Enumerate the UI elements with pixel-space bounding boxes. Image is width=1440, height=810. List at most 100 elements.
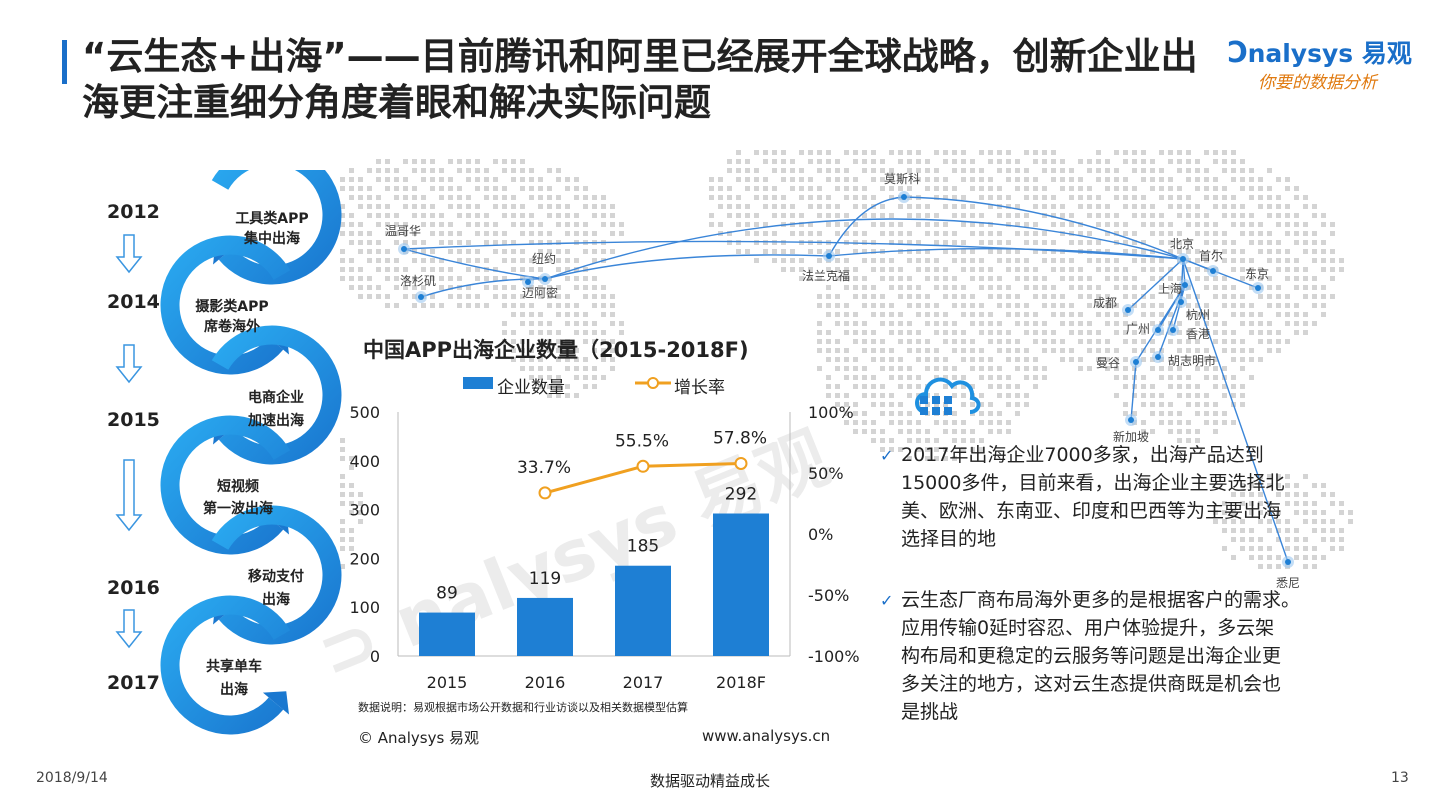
- map-dot: [754, 231, 759, 236]
- map-dot: [556, 393, 561, 398]
- map-dot: [1186, 240, 1191, 245]
- map-dot: [979, 177, 984, 182]
- map-dot: [781, 159, 786, 164]
- map-dot: [619, 330, 624, 335]
- map-dot: [1159, 375, 1164, 380]
- map-dot: [1240, 213, 1245, 218]
- map-dot: [511, 348, 516, 353]
- map-dot: [1231, 267, 1236, 272]
- map-dot: [817, 249, 822, 254]
- map-dot: [961, 420, 966, 425]
- map-dot: [592, 348, 597, 353]
- city-label: 首尔: [1199, 249, 1224, 263]
- map-dot: [1303, 546, 1308, 551]
- map-dot: [1294, 546, 1299, 551]
- map-dot: [511, 303, 516, 308]
- map-dot: [1303, 222, 1308, 227]
- map-dot: [1249, 312, 1254, 317]
- map-dot: [367, 258, 372, 263]
- map-dot: [493, 240, 498, 245]
- route-line: [544, 254, 830, 280]
- map-dot: [1123, 249, 1128, 254]
- map-dot: [493, 222, 498, 227]
- map-dot: [1024, 393, 1029, 398]
- map-dot: [736, 195, 741, 200]
- map-dot: [592, 330, 597, 335]
- map-dot: [853, 186, 858, 191]
- map-dot: [412, 213, 417, 218]
- map-dot: [961, 294, 966, 299]
- map-dot: [1186, 168, 1191, 173]
- map-dot: [1024, 402, 1029, 407]
- map-dot: [1123, 240, 1128, 245]
- map-dot: [1141, 222, 1146, 227]
- map-dot: [1267, 501, 1272, 506]
- map-dot: [898, 267, 903, 272]
- map-dot: [853, 177, 858, 182]
- map-dot: [1132, 195, 1137, 200]
- map-dot: [898, 321, 903, 326]
- map-dot: [358, 249, 363, 254]
- map-dot: [727, 213, 732, 218]
- map-dot: [988, 195, 993, 200]
- map-dot: [727, 204, 732, 209]
- map-dot: [961, 438, 966, 443]
- map-dot: [1276, 492, 1281, 497]
- map-dot: [475, 249, 480, 254]
- map-dot: [1222, 366, 1227, 371]
- map-dot: [583, 375, 588, 380]
- bar-value-label: 89: [436, 584, 458, 604]
- map-dot: [1024, 312, 1029, 317]
- map-dot: [475, 168, 480, 173]
- map-dot: [1285, 483, 1290, 488]
- map-dot: [439, 195, 444, 200]
- map-dot: [511, 249, 516, 254]
- map-dot: [979, 321, 984, 326]
- map-dot: [1006, 312, 1011, 317]
- map-dot: [1222, 150, 1227, 155]
- map-dot: [565, 213, 570, 218]
- process-arc: [160, 595, 291, 735]
- map-dot: [871, 384, 876, 389]
- map-dot: [1186, 438, 1191, 443]
- map-dot: [340, 231, 345, 236]
- map-dot: [943, 177, 948, 182]
- map-dot: [520, 321, 525, 326]
- map-dot: [1132, 231, 1137, 236]
- map-dot: [907, 150, 912, 155]
- map-dot: [988, 312, 993, 317]
- map-dot: [1168, 177, 1173, 182]
- map-dot: [862, 429, 867, 434]
- map-dot: [826, 303, 831, 308]
- map-dot: [1321, 258, 1326, 263]
- map-dot: [1267, 348, 1272, 353]
- map-dot: [1096, 204, 1101, 209]
- x-tick-label: 2017: [623, 673, 664, 692]
- map-dot: [943, 321, 948, 326]
- map-dot: [376, 258, 381, 263]
- map-dot: [916, 249, 921, 254]
- map-dot: [1069, 168, 1074, 173]
- map-dot: [1312, 564, 1317, 569]
- map-dot: [1168, 411, 1173, 416]
- map-dot: [385, 231, 390, 236]
- map-dot: [934, 348, 939, 353]
- map-dot: [907, 375, 912, 380]
- map-dot: [340, 447, 345, 452]
- map-dot: [1006, 177, 1011, 182]
- map-dot: [1114, 375, 1119, 380]
- map-dot: [880, 321, 885, 326]
- map-dot: [1078, 366, 1083, 371]
- map-dot: [1330, 528, 1335, 533]
- map-dot: [1276, 285, 1281, 290]
- map-dot: [808, 222, 813, 227]
- map-dot: [835, 267, 840, 272]
- map-dot: [934, 276, 939, 281]
- map-dot: [1303, 240, 1308, 245]
- map-dot: [880, 159, 885, 164]
- map-dot: [898, 204, 903, 209]
- map-dot: [988, 285, 993, 290]
- map-dot: [1033, 321, 1038, 326]
- map-dot: [1060, 321, 1065, 326]
- map-dot: [880, 411, 885, 416]
